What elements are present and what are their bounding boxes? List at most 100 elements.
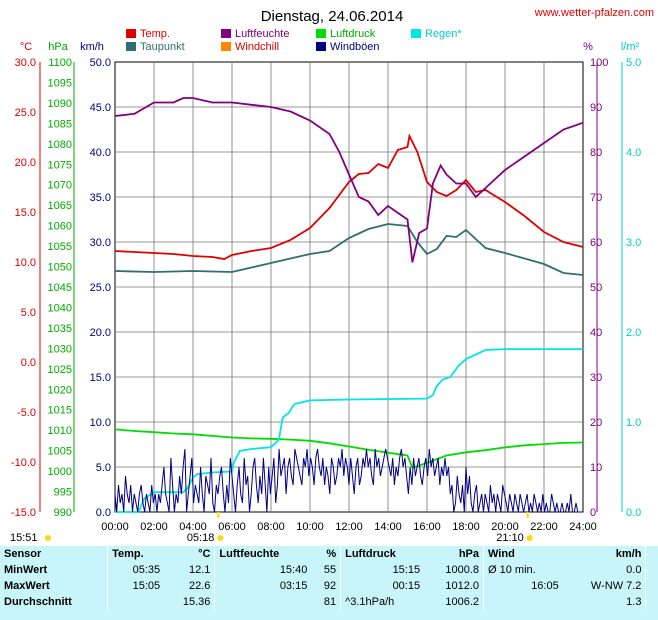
kmh-tick: 40.0	[90, 147, 111, 159]
hpa-tick: 1040	[48, 302, 72, 314]
kmh-tick: 0.0	[96, 507, 111, 519]
legend-item: Luftdruck	[316, 28, 376, 40]
kmh-tick: 50.0	[90, 57, 111, 69]
percent-tick: 60	[590, 237, 602, 249]
stats-wind-label	[483, 594, 563, 610]
time-tick: 04:00	[179, 521, 207, 533]
stats-temp-time: 05:35	[107, 562, 165, 578]
percent-tick: 70	[590, 192, 602, 204]
hpa-tick: 1080	[48, 139, 72, 151]
stats-press-time: 00:15	[340, 578, 425, 594]
stats-row-label: Durchschnitt	[4, 596, 72, 608]
stats-row-min: MinWert 05:35 12.1 15:40 55 15:15 1000.8…	[0, 562, 658, 578]
stats-temp-time: 15:05	[107, 578, 165, 594]
celsius-tick: -10.0	[11, 457, 36, 469]
percent-tick: 100	[590, 57, 608, 69]
legend-swatch	[126, 29, 136, 38]
hpa-tick: 1075	[48, 159, 72, 171]
rain-tick: 1.0	[626, 417, 641, 429]
time-tick: 16:00	[413, 521, 441, 533]
stats-row-label: MaxWert	[4, 580, 50, 592]
hpa-tick: 1065	[48, 200, 72, 212]
stats-press-value: 1012.0	[445, 580, 480, 592]
stats-temp-value: 22.6	[189, 580, 211, 592]
stats-header-wind-unit: km/h	[615, 548, 642, 560]
legend-label: Luftfeuchte	[235, 28, 289, 40]
celsius-unit: °C	[20, 41, 32, 53]
stats-press-time: ^3.1hPa/h	[340, 594, 425, 610]
percent-tick: 40	[590, 327, 602, 339]
stats-hum-time: 15:40	[214, 562, 312, 578]
rain-tick: 2.0	[626, 327, 641, 339]
stats-header-temp: Temp.	[107, 546, 165, 562]
stats-row-max: MaxWert 15:05 22.6 03:15 92 00:15 1012.0…	[0, 578, 658, 594]
sun-label-left: 15:51	[10, 532, 38, 544]
hpa-tick: 1090	[48, 98, 72, 110]
legend-swatch	[221, 42, 231, 51]
stats-row-label: MinWert	[4, 564, 48, 576]
stats-header-temp-unit: °C	[198, 548, 211, 560]
stats-hum-time	[214, 594, 312, 610]
sun-icon	[45, 535, 51, 541]
time-tick: 20:00	[491, 521, 519, 533]
celsius-tick: 5.0	[21, 307, 36, 319]
percent-tick: 50	[590, 282, 602, 294]
time-tick: 06:00	[218, 521, 246, 533]
hpa-unit: hPa	[48, 41, 68, 53]
rain-tick: 3.0	[626, 237, 641, 249]
celsius-tick: 15.0	[15, 207, 36, 219]
legend: Temp. Luftfeuchte Luftdruck Regen* Taupunkt W…	[126, 28, 462, 53]
time-tick: 14:00	[374, 521, 402, 533]
rain-unit: l/m²	[621, 41, 640, 53]
legend-swatch	[126, 42, 136, 51]
legend-item: Regen*	[411, 28, 462, 40]
stats-header-sensor: Sensor	[4, 548, 42, 560]
stats-hum-value: 81	[323, 596, 337, 608]
hpa-tick: 1035	[48, 323, 72, 335]
legend-label: Temp.	[140, 28, 170, 40]
percent-tick: 30	[590, 372, 602, 384]
stats-header-press: Luftdruck	[340, 546, 425, 562]
celsius-tick: 10.0	[15, 257, 36, 269]
axes: 30.0 25.0 20.0 15.0 10.0 5.0 0.0 -5.0 -10.0 -15.0…	[11, 41, 641, 533]
legend-item: Taupunkt	[126, 41, 185, 53]
rain-tick: 0.0	[626, 507, 641, 519]
legend-item: Windböen	[316, 41, 380, 53]
time-tick: 08:00	[257, 521, 285, 533]
hpa-tick: 1085	[48, 118, 72, 130]
series-regen	[115, 348, 583, 513]
stats-hum-time: 03:15	[214, 578, 312, 594]
legend-swatch	[316, 42, 326, 51]
kmh-tick: 15.0	[90, 372, 111, 384]
celsius-tick: 30.0	[15, 57, 36, 69]
stats-header-press-unit: hPa	[458, 548, 480, 560]
legend-swatch	[411, 29, 421, 38]
stats-header-wind: Wind	[483, 546, 563, 562]
hpa-tick: 1045	[48, 282, 72, 294]
weather-chart: Dienstag, 24.06.2014 www.wetter-pfalzen.…	[10, 7, 654, 544]
time-tick: 22:00	[530, 521, 558, 533]
stats-temp-time	[107, 594, 165, 610]
legend-label: Taupunkt	[140, 41, 185, 53]
legend-label: Regen*	[425, 28, 462, 40]
legend-label: Windchill	[235, 41, 279, 53]
celsius-tick: -15.0	[11, 507, 36, 519]
stats-wind-label: 16:05	[483, 578, 563, 594]
series-luftfeuchte	[114, 97, 584, 263]
hpa-tick: 1025	[48, 364, 72, 376]
hpa-tick: 995	[54, 487, 72, 499]
series-windb-en	[114, 448, 582, 513]
percent-unit: %	[583, 41, 593, 53]
stats-row-avg: Durchschnitt 15.36 81 ^3.1hPa/h 1006.2 1…	[0, 594, 658, 610]
legend-swatch	[316, 29, 326, 38]
hpa-tick: 1070	[48, 180, 72, 192]
stats-hum-value: 55	[323, 564, 337, 576]
legend-item: Temp.	[126, 28, 170, 40]
percent-tick: 10	[590, 462, 602, 474]
celsius-tick: 0.0	[21, 357, 36, 369]
stats-temp-value: 12.1	[189, 564, 211, 576]
site-link[interactable]: www.wetter-pfalzen.com	[534, 7, 654, 19]
hpa-tick: 1005	[48, 446, 72, 458]
sun-markers: 15:51 05:18 21:10	[10, 512, 533, 544]
stats-header-hum: Luftfeuchte	[214, 546, 312, 562]
